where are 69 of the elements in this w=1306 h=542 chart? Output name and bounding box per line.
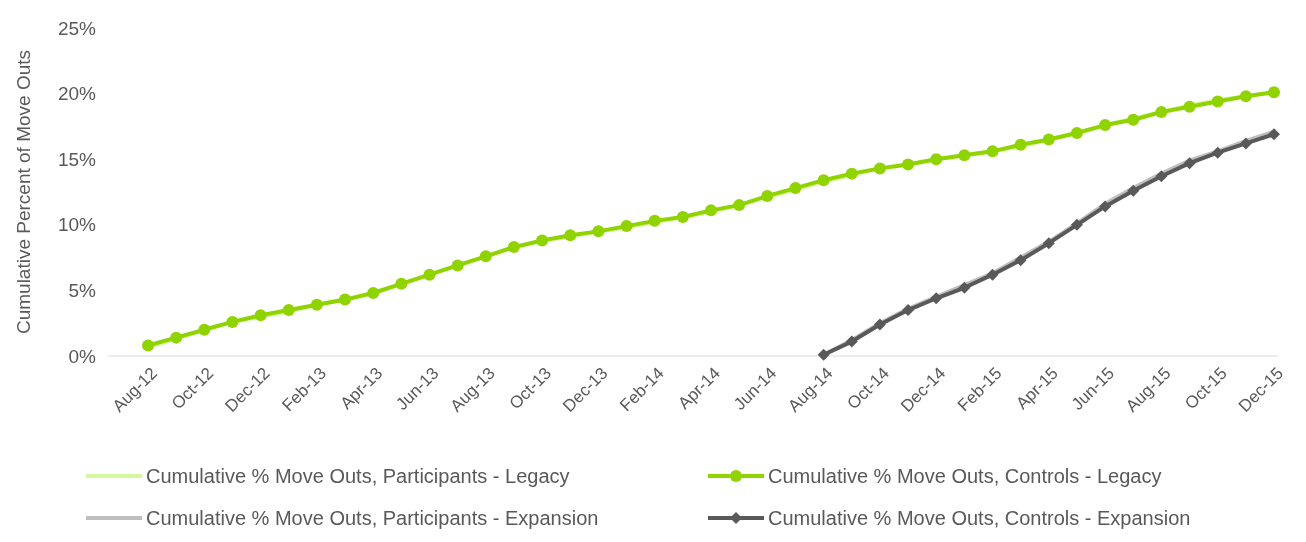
point <box>873 318 886 331</box>
point <box>142 339 154 352</box>
point <box>170 331 183 344</box>
legend-label: Cumulative % Move Outs, Participants - Legacy <box>146 465 570 487</box>
point <box>958 281 971 294</box>
point <box>1155 105 1168 118</box>
point <box>1211 146 1224 159</box>
point <box>479 250 492 263</box>
y-tick-label: 20% <box>57 83 97 105</box>
point <box>789 182 802 195</box>
point <box>761 189 774 202</box>
point <box>733 199 746 212</box>
point <box>1183 100 1196 113</box>
point <box>648 214 661 227</box>
point <box>1211 95 1224 108</box>
point <box>451 259 464 272</box>
point <box>705 204 717 217</box>
point <box>1014 254 1027 267</box>
point <box>873 162 886 175</box>
point <box>1099 119 1112 132</box>
point <box>902 158 915 171</box>
point <box>817 174 830 187</box>
point <box>845 167 858 180</box>
y-tick-label: 25% <box>57 17 97 39</box>
point <box>676 210 689 223</box>
point <box>592 225 605 238</box>
point <box>986 145 999 158</box>
point <box>1183 157 1196 170</box>
point <box>958 149 971 162</box>
point <box>1070 126 1083 139</box>
point <box>986 268 999 281</box>
point <box>620 220 633 233</box>
point <box>395 277 408 290</box>
point <box>1042 133 1055 146</box>
point <box>1268 86 1280 99</box>
point <box>282 304 295 317</box>
point <box>1155 170 1168 183</box>
y-tick-label: 0% <box>68 345 97 367</box>
point <box>1239 137 1252 150</box>
point <box>1099 200 1112 213</box>
point <box>339 293 352 306</box>
point <box>1239 90 1252 103</box>
point <box>507 241 520 254</box>
point <box>845 335 858 348</box>
point <box>817 348 830 361</box>
legend-label: Cumulative % Move Outs, Participants - Expansion <box>146 507 599 529</box>
y-tick-label: 10% <box>57 214 97 236</box>
legend-label: Cumulative % Move Outs, Controls - Expansion <box>768 507 1191 529</box>
y-axis-title: Cumulative Percent of Move Outs <box>13 49 34 335</box>
point <box>930 153 943 166</box>
point <box>254 309 267 322</box>
point <box>226 315 239 328</box>
point <box>536 234 549 247</box>
point <box>198 323 211 336</box>
point <box>1127 184 1140 197</box>
point <box>1042 237 1055 250</box>
point <box>1268 128 1280 141</box>
point <box>423 268 436 281</box>
legend-label: Cumulative % Move Outs, Controls - Legacy <box>768 465 1162 487</box>
point <box>367 287 380 300</box>
point <box>1127 113 1140 126</box>
y-tick-label: 5% <box>68 280 97 302</box>
point <box>1014 138 1027 151</box>
y-tick-label: 15% <box>57 148 97 170</box>
point <box>564 229 577 242</box>
point <box>310 298 323 311</box>
point <box>902 304 915 317</box>
point <box>930 292 943 305</box>
point <box>1070 218 1083 231</box>
